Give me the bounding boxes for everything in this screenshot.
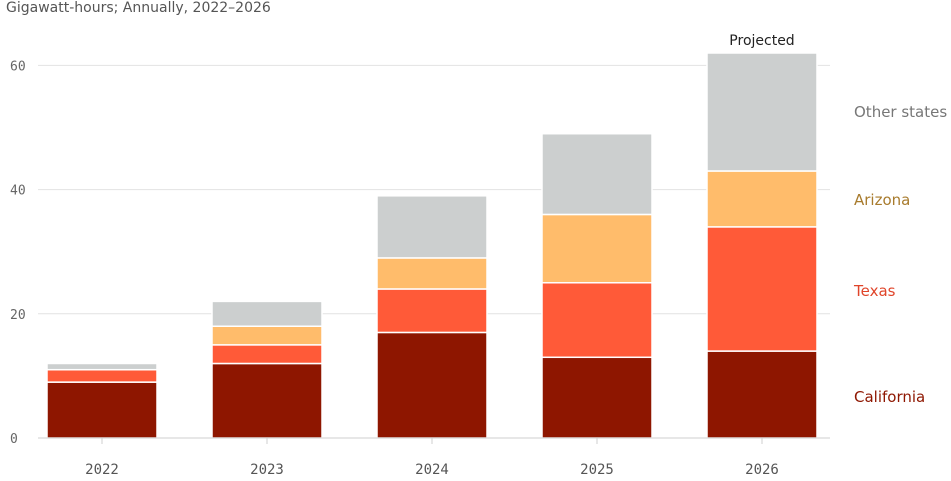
bar-segment-arizona — [211, 325, 323, 346]
bars — [46, 52, 818, 439]
bar-segment-california — [541, 356, 653, 439]
x-tick-label: 2025 — [580, 462, 614, 478]
bar-segment-california — [706, 350, 818, 439]
x-tick-label: 2023 — [250, 462, 284, 478]
bar-segment-other-states — [706, 52, 818, 172]
bar-segment-texas — [376, 288, 488, 334]
bar-segment-texas — [541, 282, 653, 359]
y-tick-label: 0 — [10, 432, 18, 447]
bar-segment-arizona — [376, 257, 488, 290]
y-tick-label: 20 — [10, 308, 26, 323]
bar-segment-other-states — [376, 195, 488, 259]
bar-segment-arizona — [541, 213, 653, 284]
x-tick-label: 2026 — [745, 462, 779, 478]
bar-segment-other-states — [46, 362, 158, 371]
x-tick-label: 2024 — [415, 462, 449, 478]
bar-segment-arizona — [706, 170, 818, 228]
bar-segment-california — [211, 362, 323, 439]
bar-segment-california — [376, 331, 488, 439]
chart-subtitle: Gigawatt-hours; Annually, 2022–2026 — [6, 0, 271, 16]
x-tick-label: 2022 — [85, 462, 119, 478]
x-axis: 2022 2023 2024 2025 2026 — [38, 437, 830, 478]
legend: California Texas Arizona Other states — [853, 103, 947, 406]
y-tick-label: 40 — [10, 184, 26, 199]
projected-annotation: Projected — [729, 33, 794, 49]
legend-label-texas: Texas — [853, 282, 896, 300]
bar-segment-other-states — [541, 132, 653, 216]
legend-label-california: California — [854, 388, 925, 406]
annotations: Projected — [729, 33, 794, 49]
y-tick-label: 60 — [10, 59, 26, 74]
bar-segment-other-states — [211, 300, 323, 327]
legend-label-arizona: Arizona — [854, 191, 910, 209]
bar-segment-texas — [211, 344, 323, 365]
legend-label-other-states: Other states — [854, 103, 947, 121]
bar-segment-texas — [706, 226, 818, 352]
bar-segment-texas — [46, 368, 158, 383]
bar-segment-california — [46, 381, 158, 439]
y-axis: 0 20 40 60 — [10, 59, 26, 447]
